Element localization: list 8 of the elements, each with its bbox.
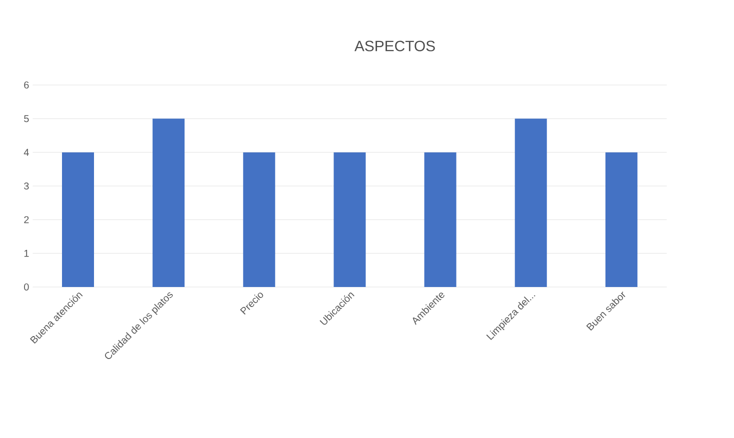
y-tick-label: 3	[24, 182, 29, 190]
y-tick-label: 6	[24, 81, 29, 89]
y-tick-label: 4	[24, 148, 29, 156]
chart-title: ASPECTOS	[354, 40, 435, 52]
y-tick-label: 5	[24, 115, 29, 122]
y-tick-label: 1	[24, 250, 29, 257]
y-tick-label: 0	[24, 283, 29, 291]
y-tick-label: 2	[24, 216, 29, 224]
